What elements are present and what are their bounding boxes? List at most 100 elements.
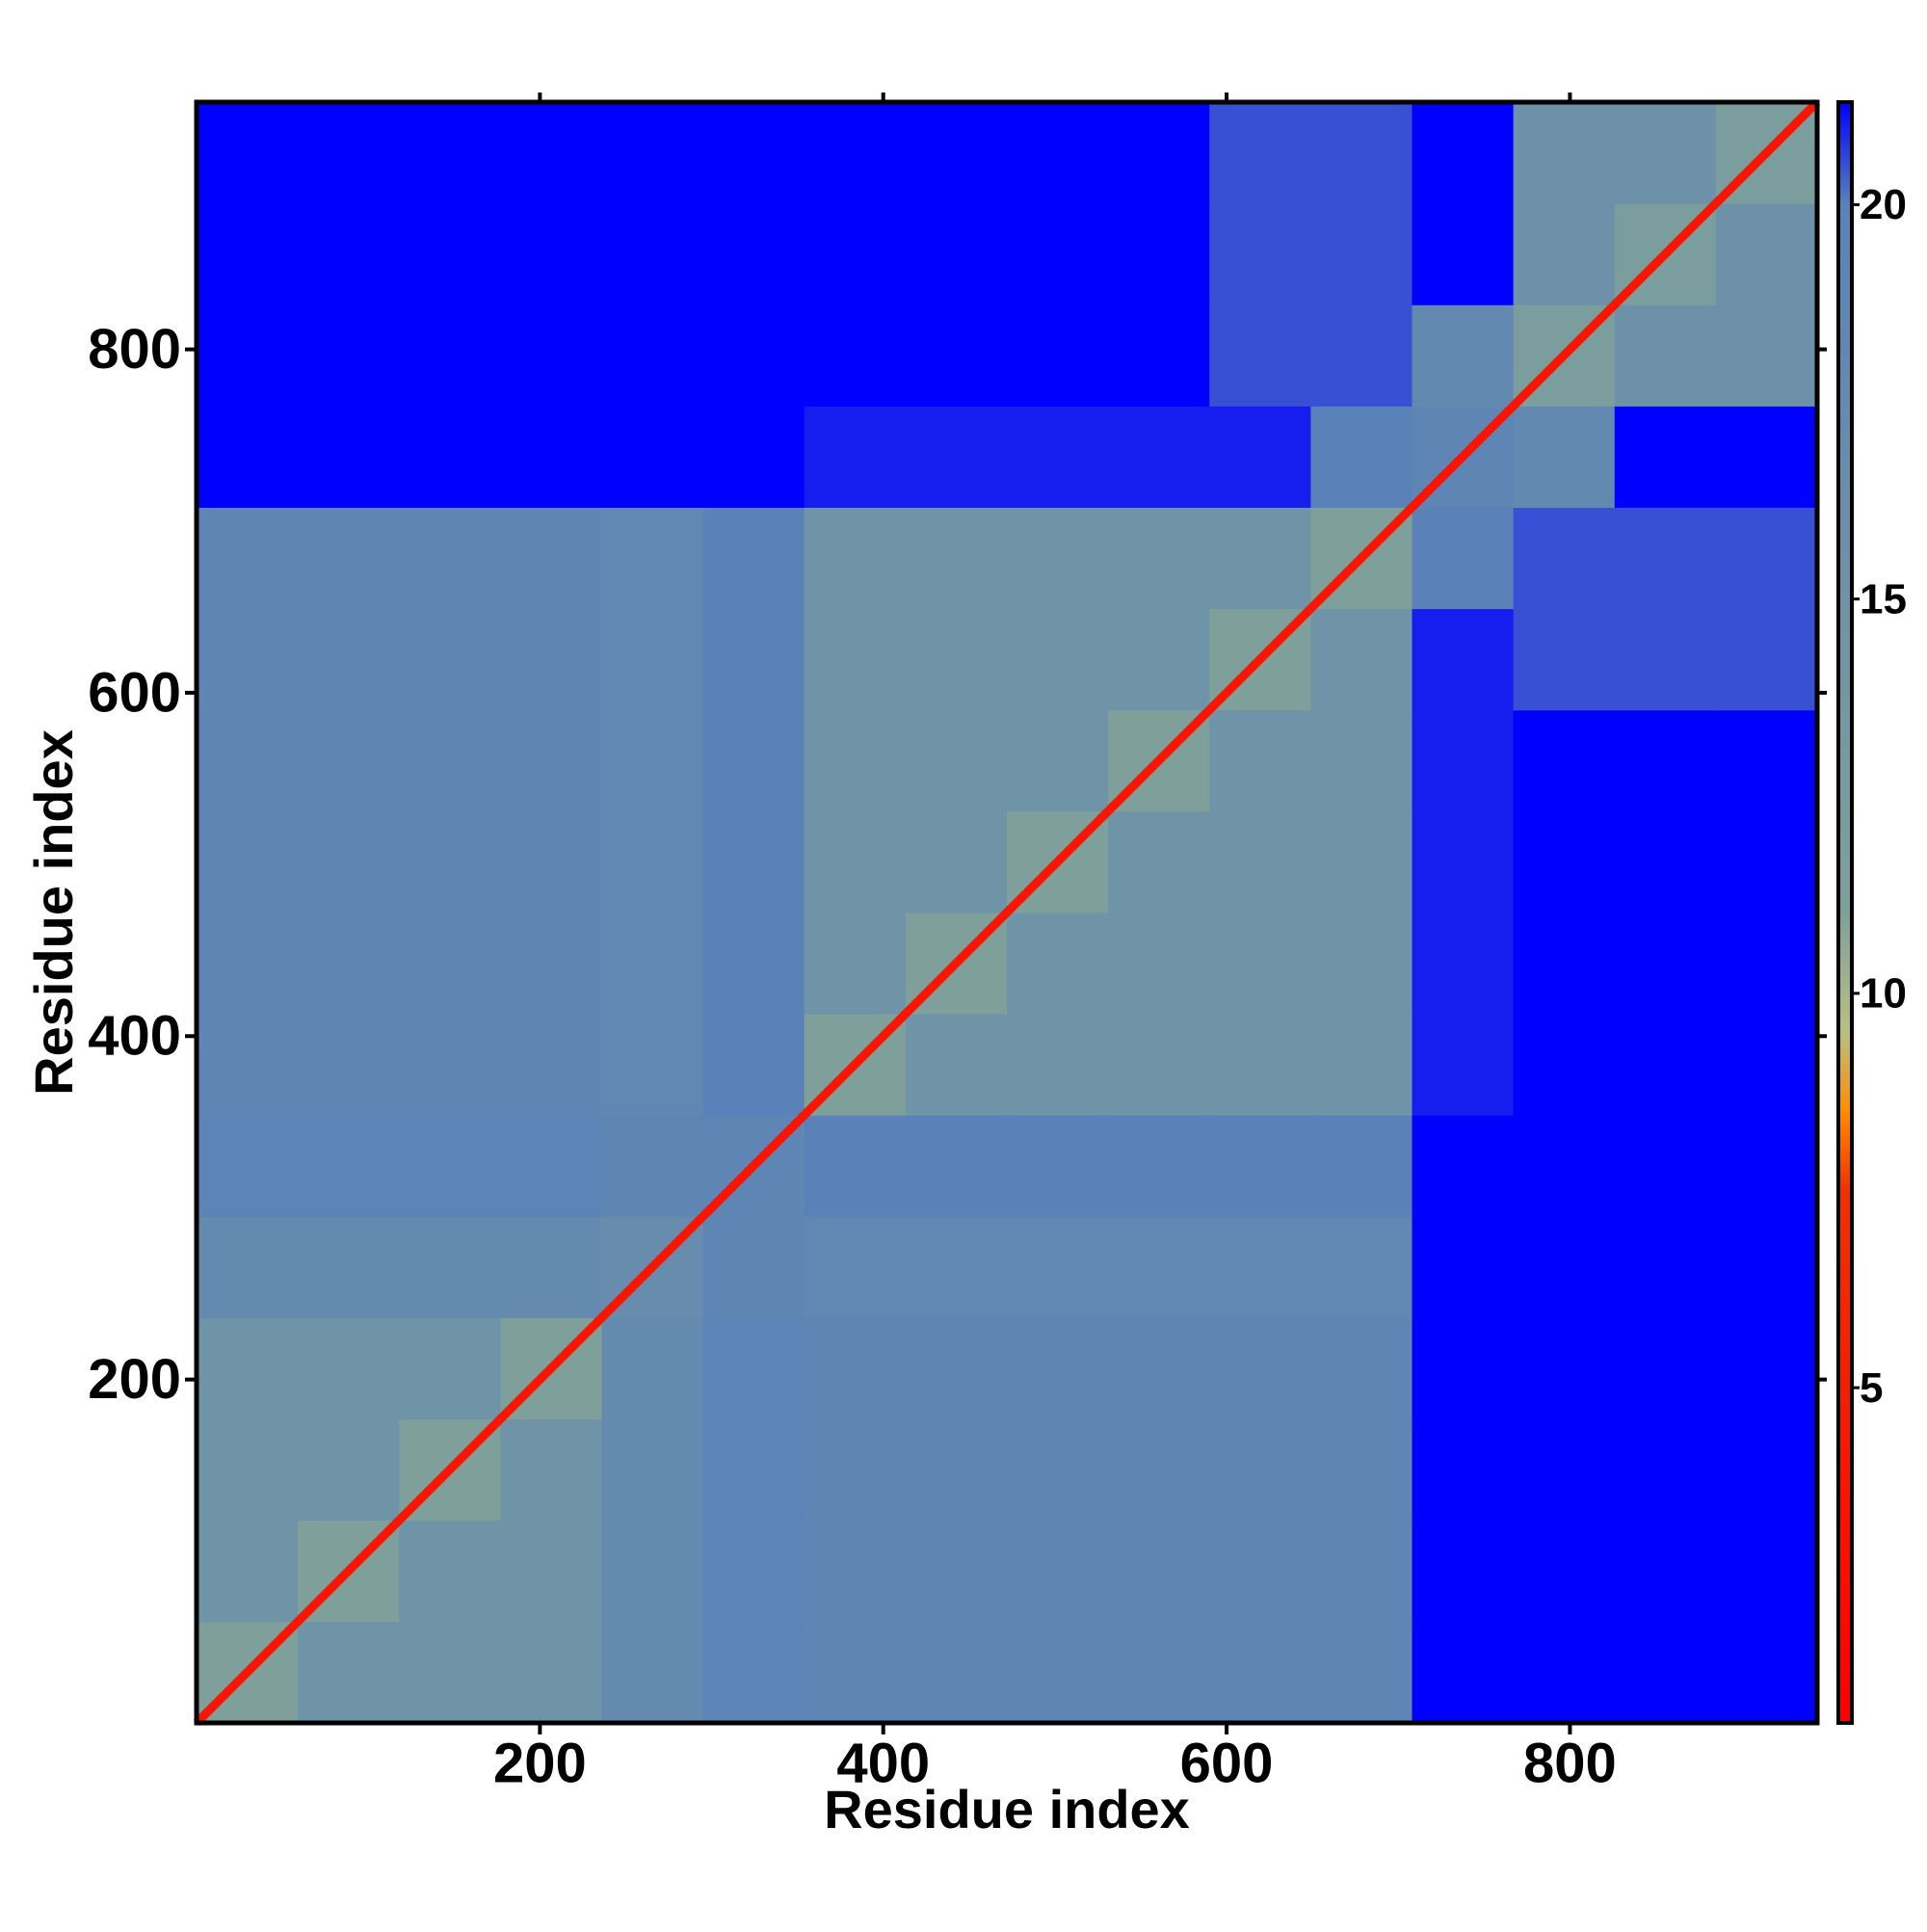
heatmap-cell xyxy=(1614,1216,1717,1318)
heatmap-cell xyxy=(399,709,501,812)
heatmap-cell xyxy=(905,1317,1008,1420)
heatmap-cell xyxy=(399,102,501,204)
heatmap-cell xyxy=(1209,709,1311,812)
heatmap-cell xyxy=(1108,507,1210,610)
heatmap-cell xyxy=(1412,1418,1515,1522)
heatmap-cell xyxy=(1412,1520,1515,1623)
heatmap-cell xyxy=(1108,1216,1210,1318)
heatmap-cell xyxy=(905,1418,1008,1522)
heatmap-cell xyxy=(298,102,400,204)
heatmap-cell xyxy=(1614,406,1717,508)
heatmap-cell xyxy=(1715,1418,1818,1522)
heatmap-cell xyxy=(702,913,805,1015)
heatmap-cell xyxy=(500,507,602,610)
heatmap-cell xyxy=(601,1621,704,1724)
heatmap-cell xyxy=(804,203,907,305)
heatmap-cell xyxy=(1108,203,1210,305)
heatmap-cell xyxy=(1614,507,1717,610)
heatmap-cell xyxy=(601,913,704,1015)
heatmap-cell xyxy=(1108,406,1210,508)
heatmap-cell xyxy=(500,102,602,204)
heatmap-cell xyxy=(298,913,400,1015)
heatmap-cell xyxy=(1007,1014,1109,1116)
heatmap-cell xyxy=(1513,1014,1616,1116)
heatmap-cell xyxy=(1007,913,1109,1015)
heatmap-cell xyxy=(601,1115,704,1217)
heatmap-cell xyxy=(399,1317,501,1420)
heatmap-cell xyxy=(298,1216,400,1318)
heatmap-cell xyxy=(1412,1014,1515,1116)
heatmap-cell xyxy=(905,608,1008,711)
heatmap-cell xyxy=(1715,507,1818,610)
heatmap-cell xyxy=(1412,1317,1515,1420)
heatmap-cell xyxy=(197,1520,299,1623)
heatmap-cell xyxy=(500,810,602,913)
heatmap-cell xyxy=(905,102,1008,204)
heatmap-cell xyxy=(500,1418,602,1522)
heatmap-cell xyxy=(804,1520,907,1623)
heatmap-cell xyxy=(1108,1115,1210,1217)
heatmap-cell xyxy=(1513,406,1616,508)
heatmap-cell xyxy=(197,203,299,305)
heatmap-cell xyxy=(905,1621,1008,1724)
colorbar-tick-label: 15 xyxy=(1860,575,1907,622)
heatmap-cell xyxy=(1108,1621,1210,1724)
heatmap-cell xyxy=(905,203,1008,305)
heatmap-cell xyxy=(399,304,501,407)
heatmap-cell xyxy=(905,1216,1008,1318)
heatmap-cell xyxy=(1108,1317,1210,1420)
heatmap-cell xyxy=(804,1115,907,1217)
heatmap-cell xyxy=(804,507,907,610)
heatmap-cell xyxy=(702,406,805,508)
heatmap-cell xyxy=(1715,1115,1818,1217)
heatmap-cell xyxy=(1614,709,1717,812)
heatmap-cell xyxy=(500,304,602,407)
heatmap-cell xyxy=(1209,304,1311,407)
heatmap-cell xyxy=(399,913,501,1015)
heatmap-cell xyxy=(1007,1621,1109,1724)
heatmap-cell xyxy=(1007,203,1109,305)
heatmap-cell xyxy=(601,304,704,407)
heatmap-cell xyxy=(1614,608,1717,711)
heatmap-cell xyxy=(1310,406,1412,508)
heatmap-cell xyxy=(1209,913,1311,1015)
heatmap-cell xyxy=(601,507,704,610)
heatmap-cell xyxy=(1007,1115,1109,1217)
heatmap-cell xyxy=(1310,1216,1412,1318)
heatmap-cell xyxy=(1715,1216,1818,1318)
heatmap-cell xyxy=(601,1418,704,1522)
heatmap-cell xyxy=(500,1520,602,1623)
heatmap-cell xyxy=(298,406,400,508)
heatmap-cell xyxy=(500,1621,602,1724)
heatmap-cell xyxy=(298,1317,400,1420)
heatmap-cell xyxy=(1310,709,1412,812)
heatmap-cell xyxy=(1310,608,1412,711)
heatmap-cell xyxy=(1209,1115,1311,1217)
diagonal xyxy=(193,98,1821,1727)
heatmap-cell xyxy=(500,608,602,711)
heatmap-cell xyxy=(702,1418,805,1522)
heatmap-cell xyxy=(500,1014,602,1116)
heatmap-cell xyxy=(1715,203,1818,305)
heatmap-cell xyxy=(1715,709,1818,812)
heatmap-cell xyxy=(905,709,1008,812)
heatmap-cell xyxy=(1412,1216,1515,1318)
x-tick-label: 800 xyxy=(1523,1732,1617,1794)
heatmap-cell xyxy=(298,507,400,610)
heatmap-cell xyxy=(804,1418,907,1522)
heatmap-cell xyxy=(804,810,907,913)
heatmap-cell xyxy=(702,810,805,913)
heatmap-cell xyxy=(197,810,299,913)
heatmap-cell xyxy=(702,102,805,204)
heatmap-cell xyxy=(601,1014,704,1116)
heatmap-cell xyxy=(804,1216,907,1318)
heatmap-cell xyxy=(1007,406,1109,508)
heatmap-cell xyxy=(1513,709,1616,812)
heatmap-cell xyxy=(1412,1621,1515,1724)
heatmap-cell xyxy=(1614,1621,1717,1724)
heatmap-cell xyxy=(804,709,907,812)
y-tick-label: 600 xyxy=(88,661,181,724)
heatmap-cell xyxy=(1007,709,1109,812)
heatmap-cell xyxy=(1513,1317,1616,1420)
heatmap-cell xyxy=(197,1317,299,1420)
